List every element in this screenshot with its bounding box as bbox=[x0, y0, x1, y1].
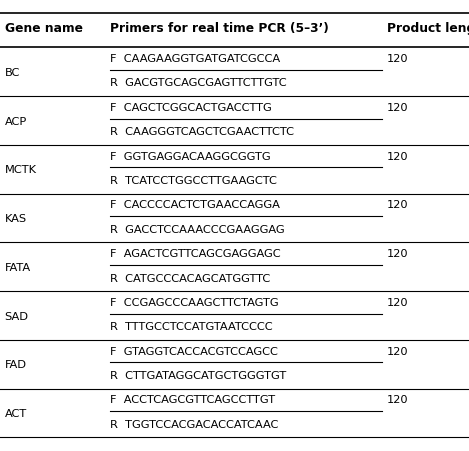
Text: SAD: SAD bbox=[5, 311, 29, 321]
Text: F  AGACTCGTTCAGCGAGGAGC: F AGACTCGTTCAGCGAGGAGC bbox=[110, 249, 281, 258]
Text: R  CTTGATAGGCATGCTGGGTGT: R CTTGATAGGCATGCTGGGTGT bbox=[110, 370, 287, 380]
Text: F  CAAGAAGGTGATGATCGCCA: F CAAGAAGGTGATGATCGCCA bbox=[110, 54, 280, 64]
Text: 120: 120 bbox=[387, 200, 408, 210]
Text: FAD: FAD bbox=[5, 359, 27, 369]
Text: R  GACCTCCAAACCCGAAGGAG: R GACCTCCAAACCCGAAGGAG bbox=[110, 224, 285, 234]
Text: R  CAAGGGTCAGCTCGAACTTCTC: R CAAGGGTCAGCTCGAACTTCTC bbox=[110, 127, 294, 137]
Text: KAS: KAS bbox=[5, 214, 27, 224]
Text: MCTK: MCTK bbox=[5, 165, 37, 175]
Text: R  CATGCCCACAGCATGGTTC: R CATGCCCACAGCATGGTTC bbox=[110, 273, 271, 283]
Text: R  TCATCCTGGCCTTGAAGCTC: R TCATCCTGGCCTTGAAGCTC bbox=[110, 175, 277, 186]
Text: BC: BC bbox=[5, 68, 20, 78]
Text: F  GTAGGTCACCACGTCCAGCC: F GTAGGTCACCACGTCCAGCC bbox=[110, 346, 278, 356]
Text: R  GACGTGCAGCGAGTTCTTGTC: R GACGTGCAGCGAGTTCTTGTC bbox=[110, 78, 287, 88]
Text: 120: 120 bbox=[387, 346, 408, 356]
Text: 120: 120 bbox=[387, 151, 408, 161]
Text: ACT: ACT bbox=[5, 408, 27, 418]
Text: Primers for real time PCR (5–3’): Primers for real time PCR (5–3’) bbox=[110, 22, 329, 35]
Text: ACP: ACP bbox=[5, 116, 27, 126]
Text: F  CACCCCACTCTGAACCAGGA: F CACCCCACTCTGAACCAGGA bbox=[110, 200, 280, 210]
Text: 120: 120 bbox=[387, 297, 408, 307]
Text: 120: 120 bbox=[387, 395, 408, 405]
Text: F  GGTGAGGACAAGGCGGTG: F GGTGAGGACAAGGCGGTG bbox=[110, 151, 271, 161]
Text: F  CCGAGCCCAAGCTTCTAGTG: F CCGAGCCCAAGCTTCTAGTG bbox=[110, 297, 279, 307]
Text: 120: 120 bbox=[387, 54, 408, 64]
Text: F  CAGCTCGGCACTGACCTTG: F CAGCTCGGCACTGACCTTG bbox=[110, 103, 272, 113]
Text: FATA: FATA bbox=[5, 262, 31, 272]
Text: R  TTTGCCTCCATGTAATCCCC: R TTTGCCTCCATGTAATCCCC bbox=[110, 322, 273, 331]
Text: F  ACCTCAGCGTTCAGCCTTGT: F ACCTCAGCGTTCAGCCTTGT bbox=[110, 395, 275, 405]
Text: 120: 120 bbox=[387, 103, 408, 113]
Text: 120: 120 bbox=[387, 249, 408, 258]
Text: Gene name: Gene name bbox=[5, 22, 83, 35]
Text: R  TGGTCCACGACACCATCAAC: R TGGTCCACGACACCATCAAC bbox=[110, 419, 279, 429]
Text: Product length (bp): Product length (bp) bbox=[387, 22, 469, 35]
